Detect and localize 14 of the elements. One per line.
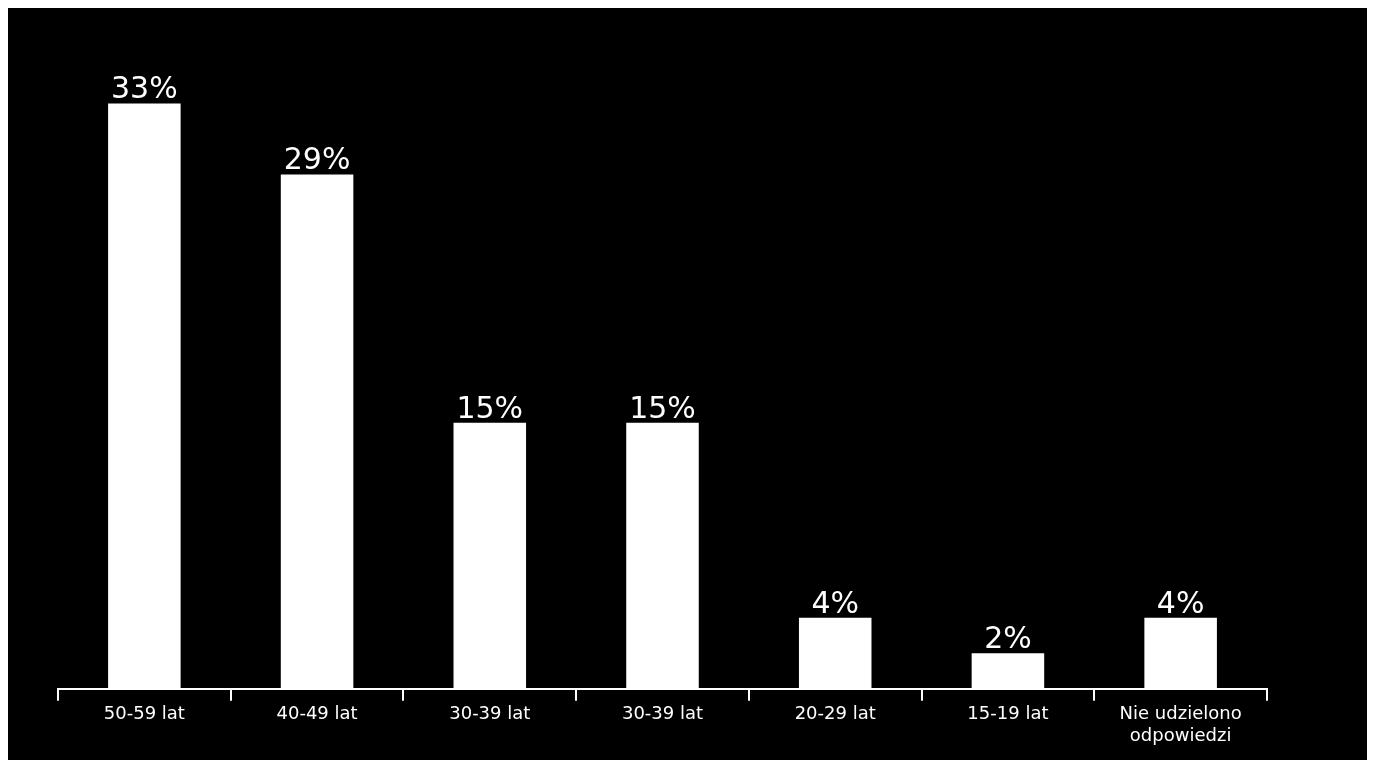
x-tick-label: 20-29 lat [794,702,876,724]
data-label: 15% [629,389,696,425]
x-tick-label: Nie udzielono odpowiedzi [1119,702,1242,745]
data-label: 4% [811,584,860,620]
x-tick-label: 15-19 lat [967,702,1049,724]
x-tick-label: 40-49 lat [276,702,358,724]
data-label: 4% [1156,584,1205,620]
x-tick-label: 30-39 lat [621,702,704,724]
data-label: 33% [111,70,178,106]
data-label: 15% [456,389,524,425]
x-tick-label: 50-59 lat [103,702,185,724]
data-label: 2% [984,620,1032,656]
x-tick-label: 30-39 lat [449,702,531,724]
data-label: 29% [283,141,351,177]
